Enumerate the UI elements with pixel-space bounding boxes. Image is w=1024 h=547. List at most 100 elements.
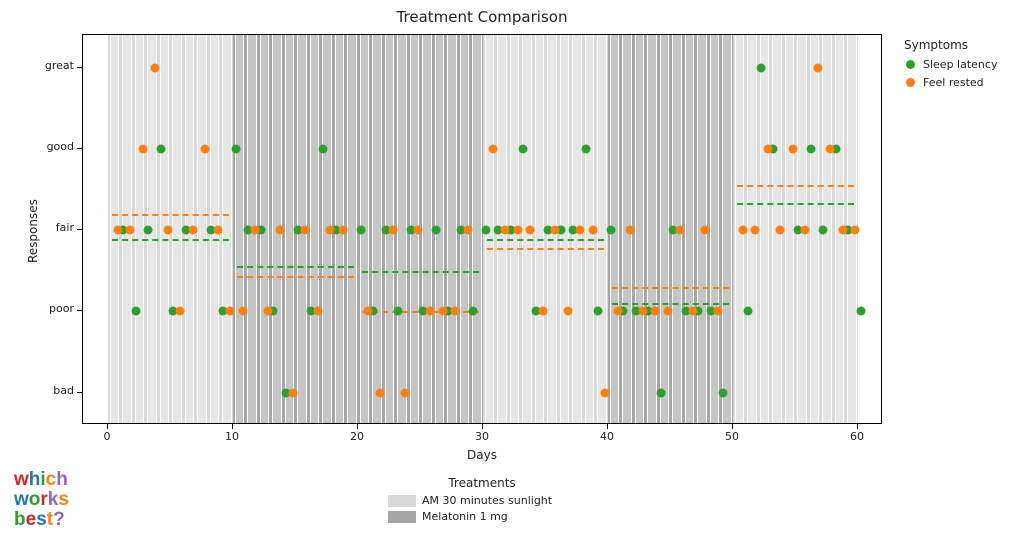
legend-dot-icon (906, 60, 915, 69)
data-point (588, 226, 597, 235)
chart-xlabel: Days (82, 448, 882, 462)
data-point (113, 226, 122, 235)
xtick-label: 10 (220, 430, 244, 443)
treatments-legend-title: Treatments (352, 476, 612, 490)
data-point (338, 226, 347, 235)
data-point (751, 226, 760, 235)
data-point (126, 226, 135, 235)
legend-label: Feel rested (923, 76, 984, 89)
day-band (422, 35, 432, 423)
data-point (319, 144, 328, 153)
mean-line (237, 276, 355, 278)
data-point (226, 307, 235, 316)
xtick-label: 20 (345, 430, 369, 443)
data-point (526, 226, 535, 235)
day-band (135, 35, 145, 423)
legend-item: Sleep latency (906, 58, 997, 71)
day-band (597, 35, 607, 423)
data-point (151, 63, 160, 72)
treatments-legend-item: AM 30 minutes sunlight (388, 494, 552, 507)
day-band (785, 35, 795, 423)
data-point (538, 307, 547, 316)
data-point (663, 307, 672, 316)
swatch-icon (388, 511, 416, 523)
data-point (388, 226, 397, 235)
data-point (738, 226, 747, 235)
data-point (488, 144, 497, 153)
data-point (251, 226, 260, 235)
data-point (213, 226, 222, 235)
data-point (551, 226, 560, 235)
data-point (394, 307, 403, 316)
data-point (263, 307, 272, 316)
data-point (594, 307, 603, 316)
mean-line (487, 239, 605, 241)
data-point (238, 307, 247, 316)
data-point (144, 226, 153, 235)
data-point (401, 388, 410, 397)
data-point (606, 226, 615, 235)
mean-line (237, 266, 355, 268)
day-band (660, 35, 670, 423)
data-point (601, 388, 610, 397)
day-band (535, 35, 545, 423)
day-band (722, 35, 732, 423)
data-point (838, 226, 847, 235)
day-band (635, 35, 645, 423)
data-point (563, 307, 572, 316)
swatch-icon (388, 495, 416, 507)
data-point (656, 388, 665, 397)
logo: whichworksbest? (14, 470, 69, 530)
data-point (701, 226, 710, 235)
chart-title: Treatment Comparison (82, 8, 882, 26)
xtick-label: 60 (845, 430, 869, 443)
data-point (581, 144, 590, 153)
data-point (776, 226, 785, 235)
xtick-label: 0 (95, 430, 119, 443)
treatments-legend-label: Melatonin 1 mg (422, 510, 508, 523)
data-point (851, 226, 860, 235)
data-point (431, 226, 440, 235)
data-point (426, 307, 435, 316)
data-point (469, 307, 478, 316)
day-band (710, 35, 720, 423)
data-point (413, 226, 422, 235)
data-point (513, 226, 522, 235)
day-band (197, 35, 207, 423)
legend-dot-icon (906, 78, 915, 87)
data-point (744, 307, 753, 316)
data-point (276, 226, 285, 235)
data-point (826, 144, 835, 153)
data-point (481, 226, 490, 235)
data-point (313, 307, 322, 316)
data-point (356, 226, 365, 235)
ytick-label: good (32, 140, 74, 153)
data-point (813, 63, 822, 72)
ytick-label: bad (32, 384, 74, 397)
data-point (688, 307, 697, 316)
day-band (810, 35, 820, 423)
data-point (326, 226, 335, 235)
ytick-label: fair (32, 221, 74, 234)
data-point (713, 307, 722, 316)
data-point (638, 307, 647, 316)
xtick-label: 50 (720, 430, 744, 443)
data-point (801, 226, 810, 235)
data-point (501, 226, 510, 235)
data-point (763, 144, 772, 153)
day-band (285, 35, 295, 423)
data-point (756, 63, 765, 72)
chart-plot-area (82, 34, 882, 424)
data-point (451, 307, 460, 316)
data-point (156, 144, 165, 153)
day-band (347, 35, 357, 423)
mean-line (612, 287, 730, 289)
day-band (372, 35, 382, 423)
day-band (397, 35, 407, 423)
data-point (188, 226, 197, 235)
ytick-label: poor (32, 302, 74, 315)
data-point (438, 307, 447, 316)
day-band (172, 35, 182, 423)
day-band (647, 35, 657, 423)
data-point (463, 226, 472, 235)
